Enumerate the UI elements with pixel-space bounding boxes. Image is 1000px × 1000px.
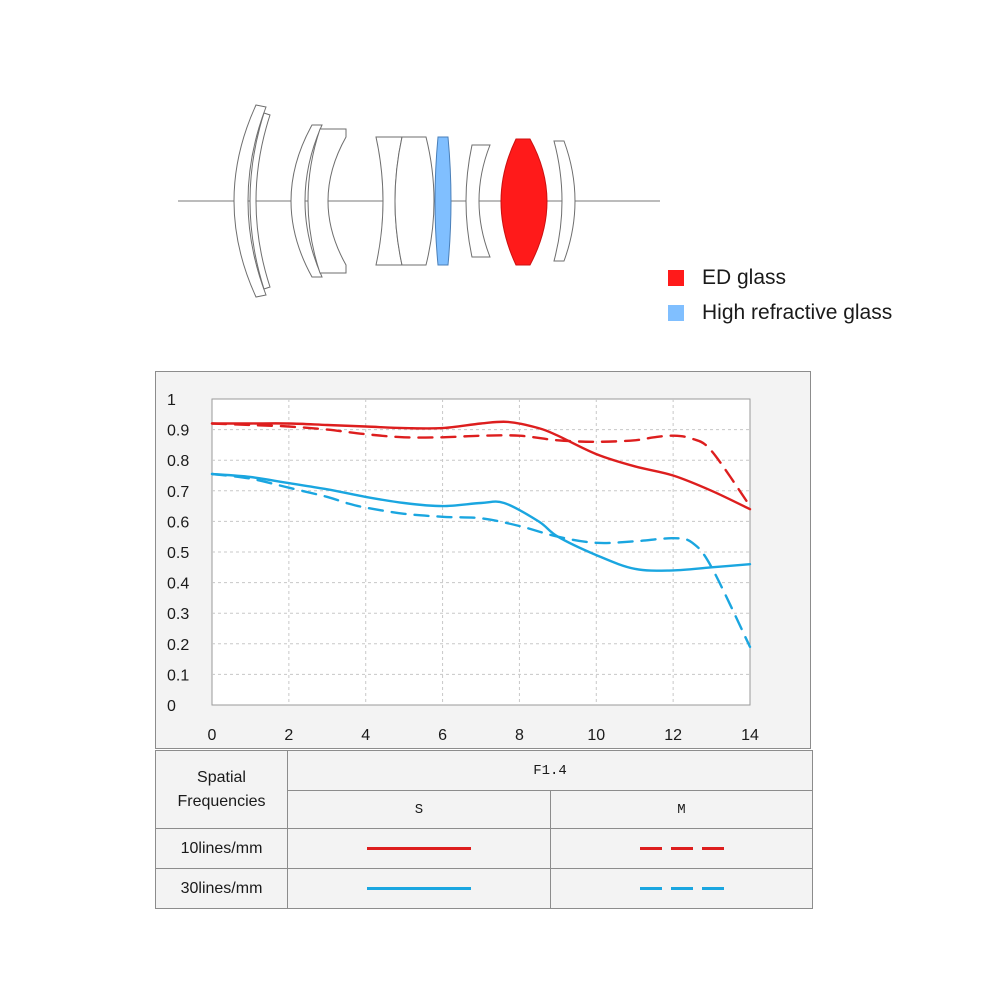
sample-30lines-sagittal: [287, 868, 551, 909]
lens-element-6: [394, 136, 435, 266]
mtf-chart-frame: [155, 371, 811, 749]
legend-label-ed-glass: ED glass: [702, 266, 787, 289]
lens-element-8: [465, 144, 491, 258]
lens-element-4: [307, 128, 347, 274]
sample-30lines-meridional: [549, 868, 814, 909]
sample-10lines-sagittal: [287, 828, 551, 869]
ed-glass-lens-element: [500, 138, 548, 266]
row-label-30lines: 30lines/mm: [155, 868, 288, 909]
solid-line-swatch: [367, 886, 471, 890]
high-refractive-swatch-icon: [668, 305, 684, 321]
lens-construction-diagram: [178, 104, 660, 298]
high-refractive-lens-element: [434, 136, 452, 266]
dashed-line-swatch: [639, 846, 724, 850]
sample-10lines-meridional: [549, 828, 814, 869]
solid-line-swatch: [367, 846, 471, 850]
ed-glass-swatch-icon: [668, 270, 684, 286]
aperture-header: F1.4: [286, 750, 814, 791]
legend-label-high-refractive-glass: High refractive glass: [702, 301, 893, 324]
dashed-line-swatch: [639, 886, 724, 890]
lens-element-3: [290, 124, 323, 278]
spatial-frequencies-header: Spatial Frequencies: [155, 750, 288, 829]
lens-element-1: [233, 104, 267, 298]
lens-element-10: [553, 140, 576, 262]
lens-element-2: [249, 112, 271, 290]
legend-item-high-refractive-glass: High refractive glass: [668, 301, 892, 325]
sagittal-column-header: S: [287, 790, 551, 829]
row-label-10lines: 10lines/mm: [155, 828, 288, 869]
meridional-column-header: M: [549, 790, 814, 829]
mtf-legend-table: Spatial Frequencies F1.4 S M 10lines/mm …: [155, 750, 814, 909]
legend-item-ed-glass: ED glass: [668, 266, 786, 290]
